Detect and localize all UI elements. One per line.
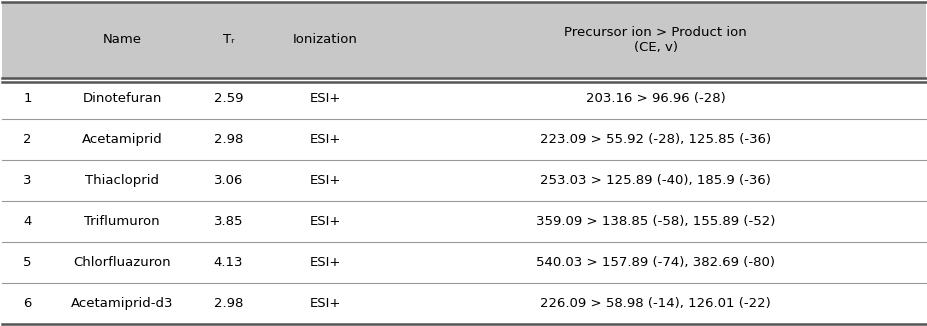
Text: Tᵣ: Tᵣ <box>222 33 234 46</box>
Text: Acetamiprid-d3: Acetamiprid-d3 <box>70 297 173 310</box>
Text: Chlorfluazuron: Chlorfluazuron <box>73 256 171 269</box>
Text: 540.03 > 157.89 (-74), 382.69 (-80): 540.03 > 157.89 (-74), 382.69 (-80) <box>536 256 774 269</box>
Text: 253.03 > 125.89 (-40), 185.9 (-36): 253.03 > 125.89 (-40), 185.9 (-36) <box>540 174 770 187</box>
Text: 4: 4 <box>23 215 32 228</box>
Text: 2.98: 2.98 <box>213 297 243 310</box>
Text: 359.09 > 138.85 (-58), 155.89 (-52): 359.09 > 138.85 (-58), 155.89 (-52) <box>536 215 775 228</box>
Text: Acetamiprid: Acetamiprid <box>82 133 162 146</box>
Text: 6: 6 <box>23 297 32 310</box>
Text: 5: 5 <box>23 256 32 269</box>
Text: Precursor ion > Product ion
(CE, v): Precursor ion > Product ion (CE, v) <box>564 26 746 54</box>
Text: 2: 2 <box>23 133 32 146</box>
Text: Dinotefuran: Dinotefuran <box>83 92 161 105</box>
Text: ESI+: ESI+ <box>310 92 341 105</box>
Text: 3.85: 3.85 <box>213 215 243 228</box>
Text: 2.59: 2.59 <box>213 92 243 105</box>
Text: 203.16 > 96.96 (-28): 203.16 > 96.96 (-28) <box>585 92 725 105</box>
Text: 3: 3 <box>23 174 32 187</box>
Text: 226.09 > 58.98 (-14), 126.01 (-22): 226.09 > 58.98 (-14), 126.01 (-22) <box>540 297 770 310</box>
Text: 3.06: 3.06 <box>213 174 243 187</box>
Text: ESI+: ESI+ <box>310 174 341 187</box>
Text: Name: Name <box>103 33 142 46</box>
Text: 2.98: 2.98 <box>213 133 243 146</box>
Text: ESI+: ESI+ <box>310 256 341 269</box>
Text: ESI+: ESI+ <box>310 297 341 310</box>
Bar <box>2 2 925 78</box>
Text: 223.09 > 55.92 (-28), 125.85 (-36): 223.09 > 55.92 (-28), 125.85 (-36) <box>540 133 770 146</box>
Text: 1: 1 <box>23 92 32 105</box>
Text: 4.13: 4.13 <box>213 256 243 269</box>
Text: ESI+: ESI+ <box>310 215 341 228</box>
Text: Triflumuron: Triflumuron <box>84 215 159 228</box>
Text: Ionization: Ionization <box>293 33 358 46</box>
Text: ESI+: ESI+ <box>310 133 341 146</box>
Text: Thiacloprid: Thiacloprid <box>85 174 159 187</box>
